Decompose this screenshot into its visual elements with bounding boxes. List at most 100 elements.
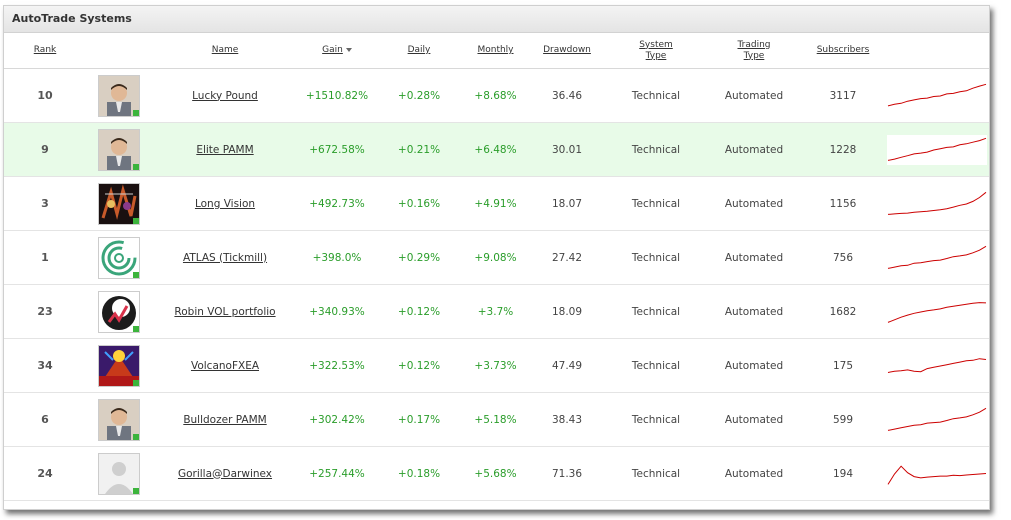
avatar[interactable] xyxy=(97,290,140,333)
equity-sparkline[interactable] xyxy=(886,350,987,381)
monthly-cell: +8.68% xyxy=(463,68,528,123)
col-subscribers-label: Subscribers xyxy=(816,45,870,55)
table-row[interactable]: 3 Long Vision +492.73% +0.16% +4.91% 18.07 Tec… xyxy=(4,176,989,231)
gain-cell: +257.44% xyxy=(299,446,375,501)
equity-sparkline[interactable] xyxy=(886,188,987,219)
table-row[interactable]: 9 Elite PAMM +672.58% +0.21% +6.48% 30.01 Tech… xyxy=(4,122,989,177)
col-drawdown[interactable]: Drawdown xyxy=(528,33,606,69)
col-system-type[interactable]: System Type xyxy=(606,33,706,69)
subscribers-cell: 1682 xyxy=(802,284,884,339)
col-system-type-label-2: Type xyxy=(645,50,667,61)
online-status-icon xyxy=(132,163,139,170)
monthly-cell: +5.68% xyxy=(463,446,528,501)
avatar[interactable] xyxy=(97,74,140,117)
drawdown-cell: 71.36 xyxy=(528,446,606,501)
subscribers-cell: 1228 xyxy=(802,122,884,177)
system-name-link[interactable]: Lucky Pound xyxy=(192,89,258,102)
name-cell: ATLAS (Tickmill) xyxy=(151,230,299,285)
equity-sparkline[interactable] xyxy=(886,242,987,273)
system-name-link[interactable]: Bulldozer PAMM xyxy=(183,413,267,426)
equity-sparkline[interactable] xyxy=(886,296,987,327)
system-type-cell: Technical xyxy=(606,446,706,501)
system-type-cell: Technical xyxy=(606,284,706,339)
col-name-label: Name xyxy=(211,45,239,55)
gain-cell: +1510.82% xyxy=(299,68,375,123)
rank-cell: 23 xyxy=(4,284,86,339)
col-chart xyxy=(884,33,989,69)
equity-sparkline[interactable] xyxy=(886,134,987,165)
system-name-link[interactable]: VolcanoFXEA xyxy=(190,359,260,372)
system-name-link[interactable]: Long Vision xyxy=(194,197,256,210)
table-row[interactable]: 1 ATLAS (Tickmill) +398.0% +0.29% +9.08% 27.4… xyxy=(4,230,989,285)
trading-type-cell: Automated xyxy=(706,392,802,447)
system-name-link[interactable]: Elite PAMM xyxy=(196,143,254,156)
name-cell: Long Vision xyxy=(151,176,299,231)
sparkline-path xyxy=(887,83,986,106)
col-gain[interactable]: Gain xyxy=(299,33,375,69)
gain-cell: +322.53% xyxy=(299,338,375,393)
equity-sparkline[interactable] xyxy=(886,80,987,111)
col-rank[interactable]: Rank xyxy=(4,33,86,69)
col-subscribers[interactable]: Subscribers xyxy=(802,33,884,69)
chart-cell xyxy=(884,68,989,123)
chart-cell xyxy=(884,284,989,339)
avatar-cell xyxy=(86,446,151,501)
daily-cell: +0.16% xyxy=(375,176,463,231)
table-row[interactable]: 24 Gorilla@Darwinex +257.44% +0.18% +5.68% 71… xyxy=(4,446,989,501)
online-status-icon xyxy=(132,109,139,116)
avatar[interactable] xyxy=(97,398,140,441)
name-cell: Lucky Pound xyxy=(151,68,299,123)
drawdown-cell: 27.42 xyxy=(528,230,606,285)
table-row[interactable]: 23 Robin VOL portfolio +340.93% +0.12% +3.7%… xyxy=(4,284,989,339)
sparkline-path xyxy=(887,407,986,431)
rank-cell: 6 xyxy=(4,392,86,447)
table-row[interactable]: 6 Bulldozer PAMM +302.42% +0.17% +5.18% 38.43… xyxy=(4,392,989,447)
trading-type-cell: Automated xyxy=(706,176,802,231)
system-type-cell: Technical xyxy=(606,176,706,231)
avatar[interactable] xyxy=(97,236,140,279)
system-type-cell: Technical xyxy=(606,230,706,285)
col-daily[interactable]: Daily xyxy=(375,33,463,69)
system-name-link[interactable]: Robin VOL portfolio xyxy=(174,305,276,318)
avatar[interactable] xyxy=(97,452,140,495)
avatar[interactable] xyxy=(97,344,140,387)
system-name-link[interactable]: Gorilla@Darwinex xyxy=(177,467,273,480)
daily-cell: +0.28% xyxy=(375,68,463,123)
online-status-icon xyxy=(132,271,139,278)
sparkline-path xyxy=(887,301,986,323)
system-type-cell: Technical xyxy=(606,392,706,447)
col-trading-type[interactable]: Trading Type xyxy=(706,33,802,69)
system-name-link[interactable]: ATLAS (Tickmill) xyxy=(182,251,268,264)
equity-sparkline[interactable] xyxy=(886,404,987,435)
col-system-type-label-1: System xyxy=(639,39,673,50)
trading-type-cell: Automated xyxy=(706,284,802,339)
monthly-cell: +9.08% xyxy=(463,230,528,285)
systems-table: Rank Name Gain Daily Monthly Drawdown Sy… xyxy=(4,33,989,501)
drawdown-cell: 18.09 xyxy=(528,284,606,339)
equity-sparkline[interactable] xyxy=(886,458,987,489)
chart-cell xyxy=(884,122,989,177)
daily-cell: +0.29% xyxy=(375,230,463,285)
table-row[interactable]: 10 Lucky Pound +1510.82% +0.28% +8.68% 36.46 T… xyxy=(4,68,989,123)
avatar-cell xyxy=(86,176,151,231)
online-status-icon xyxy=(132,487,139,494)
chart-cell xyxy=(884,338,989,393)
col-rank-label: Rank xyxy=(33,45,57,55)
col-monthly[interactable]: Monthly xyxy=(463,33,528,69)
daily-cell: +0.17% xyxy=(375,392,463,447)
rank-cell: 10 xyxy=(4,68,86,123)
avatar[interactable] xyxy=(97,182,140,225)
col-drawdown-label: Drawdown xyxy=(543,45,591,55)
avatar-cell xyxy=(86,122,151,177)
rank-cell: 9 xyxy=(4,122,86,177)
chart-cell xyxy=(884,392,989,447)
avatar[interactable] xyxy=(97,128,140,171)
subscribers-cell: 194 xyxy=(802,446,884,501)
panel-title: AutoTrade Systems xyxy=(4,6,989,33)
trading-type-cell: Automated xyxy=(706,446,802,501)
table-row[interactable]: 34 VolcanoFXEA +322.53% +0.12% +3.73% 47.49 Te… xyxy=(4,338,989,393)
chart-cell xyxy=(884,446,989,501)
drawdown-cell: 36.46 xyxy=(528,68,606,123)
col-name[interactable]: Name xyxy=(151,33,299,69)
trading-type-cell: Automated xyxy=(706,338,802,393)
